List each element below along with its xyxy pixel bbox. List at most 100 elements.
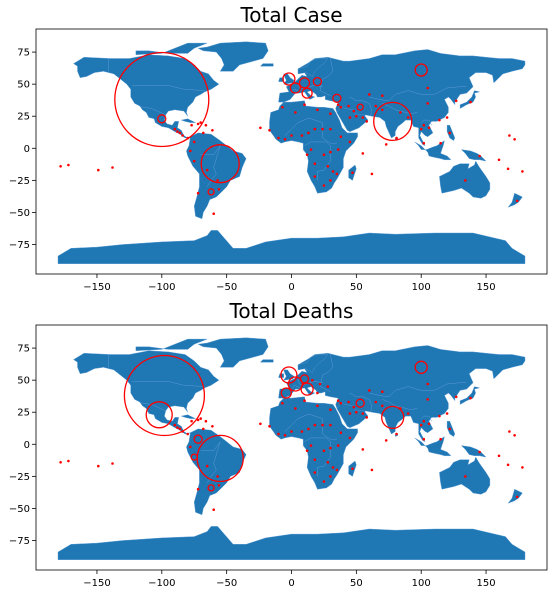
country-dot [352, 109, 356, 113]
country-dot [311, 378, 314, 382]
country-dot [335, 172, 339, 176]
y-tick-label: −50 [9, 504, 30, 515]
proportional-circle [287, 376, 304, 392]
country-dot [515, 199, 519, 203]
land-arabia [336, 106, 369, 132]
country-dot [305, 153, 309, 156]
country-dot [205, 168, 209, 172]
proportional-circle [145, 401, 173, 429]
country-dot [196, 487, 200, 491]
country-dot [399, 111, 402, 114]
country-border [304, 141, 331, 181]
land-new-guinea [460, 445, 487, 458]
country-dot [294, 111, 297, 114]
land-north-america [73, 350, 220, 435]
map-panel-total-case: −150 −100 −50 0 50 100 150 75 50 25 0 −25 −50 −75 [9, 28, 548, 293]
country-dot [305, 449, 309, 452]
country-dot [313, 175, 317, 178]
land-arctic-islands [135, 42, 208, 55]
land-eurasia [278, 345, 526, 443]
country-dot [448, 131, 452, 135]
land-north-america [73, 54, 220, 139]
country-dot [339, 431, 343, 434]
country-dot [283, 138, 287, 141]
country-border [132, 381, 205, 387]
country-dot [283, 434, 287, 437]
country-dot [307, 131, 310, 135]
country-dot [322, 184, 326, 187]
country-dot [515, 495, 519, 499]
country-dot [178, 427, 182, 431]
land-new-guinea [460, 149, 487, 162]
country-dot [212, 508, 215, 511]
country-dot [331, 466, 335, 469]
country-dot [189, 445, 192, 449]
country-dot [173, 127, 177, 131]
country-dot [351, 467, 354, 470]
land-scandinavia [297, 58, 329, 77]
country-dot [211, 425, 214, 428]
x-tick-label: −150 [83, 578, 110, 589]
country-dot [368, 389, 371, 392]
country-dot [513, 138, 516, 141]
country-dot [406, 116, 410, 119]
y-tick-label: −75 [9, 240, 30, 251]
country-dot [216, 475, 219, 478]
country-dot [290, 430, 293, 433]
country-dot [439, 437, 442, 441]
country-dot [321, 423, 324, 427]
proportional-circle [299, 374, 310, 384]
proportional-circle [123, 354, 206, 437]
y-tick-label: 75 [17, 344, 30, 355]
country-dot [196, 122, 200, 126]
country-dot [259, 126, 262, 130]
land-indonesia [414, 140, 452, 161]
land-antarctica [57, 526, 526, 560]
country-dot [186, 432, 189, 436]
proportional-circle [200, 144, 240, 184]
panel-title-total-case: Total Case [240, 3, 343, 27]
country-dot [307, 427, 310, 431]
country-dot [199, 121, 202, 124]
country-dot [445, 116, 449, 119]
proportional-circle [332, 93, 342, 103]
country-dot [365, 120, 369, 123]
country-dot [326, 385, 330, 388]
country-dot [361, 116, 365, 119]
country-dot [67, 459, 70, 463]
country-dot [381, 390, 384, 393]
country-dot [426, 102, 430, 105]
country-dot [313, 471, 317, 474]
land-iceland [259, 63, 274, 67]
proportional-circle [298, 77, 311, 89]
country-dot [469, 100, 472, 104]
country-dot [212, 212, 215, 215]
country-dot [313, 162, 317, 165]
country-border [349, 96, 373, 117]
x-tick-label: −50 [216, 578, 237, 589]
country-dot [268, 129, 271, 132]
country-dot [300, 134, 304, 137]
land-britain [283, 73, 295, 85]
proportional-circle [414, 360, 428, 374]
proportional-circle [301, 87, 313, 99]
land-greenland [197, 337, 269, 368]
country-dot [268, 425, 271, 428]
country-dot [192, 140, 196, 144]
country-dot [469, 396, 472, 400]
country-dot [374, 400, 378, 404]
country-dot [381, 404, 384, 408]
x-tick-label: 100 [412, 578, 431, 589]
country-dot [217, 188, 221, 191]
country-dot [173, 423, 177, 427]
country-dot [326, 461, 330, 464]
country-dot [395, 432, 398, 436]
country-dot [381, 108, 384, 112]
country-dot [351, 171, 354, 174]
land-cuba [180, 118, 196, 123]
country-dot [365, 416, 369, 419]
country-dot [348, 436, 352, 440]
y-tick-label: 50 [17, 376, 30, 387]
land-britain [283, 369, 295, 381]
proportional-circle [312, 76, 323, 87]
